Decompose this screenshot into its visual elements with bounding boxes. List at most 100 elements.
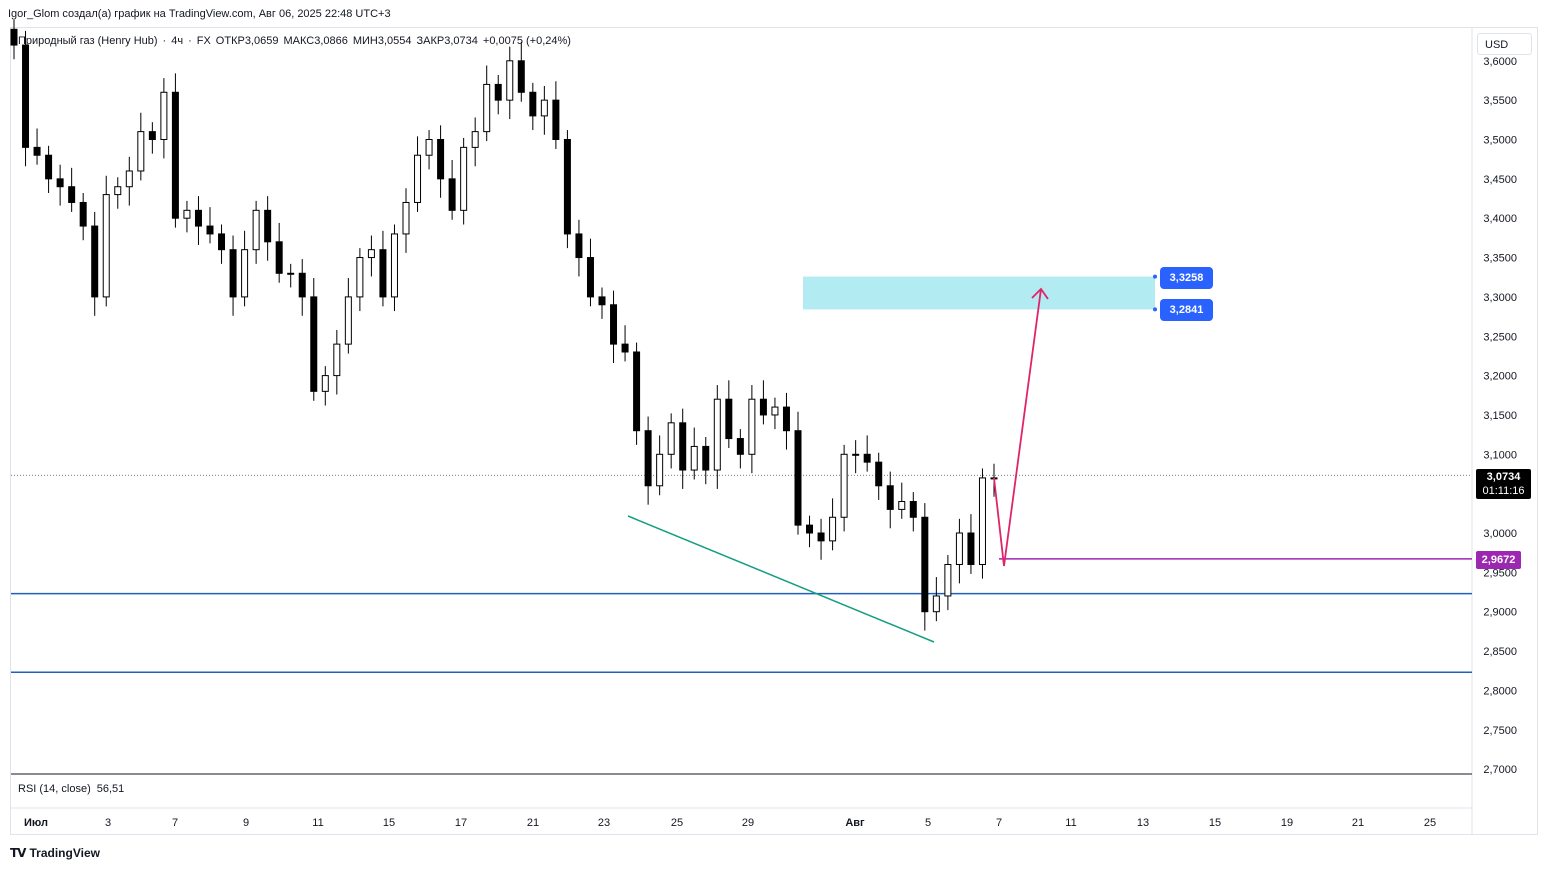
candle-body	[114, 186, 122, 196]
y-tick-label: 2,9500	[1483, 567, 1517, 579]
candle-body	[10, 28, 18, 46]
zone-bottom-price-tag: 3,2841	[1160, 299, 1213, 321]
trend-line[interactable]	[627, 515, 935, 643]
candle-body	[171, 91, 179, 219]
candle-body	[252, 209, 260, 251]
candle-body	[967, 532, 975, 565]
candle-body	[540, 99, 548, 117]
candle-body	[45, 154, 53, 180]
last-price-value: 3,0734	[1486, 471, 1521, 483]
candle-body	[771, 406, 779, 416]
y-tick-label: 3,5000	[1483, 135, 1517, 147]
candle-body	[102, 194, 110, 298]
legend-symbol[interactable]: Природный газ (Henry Hub)	[18, 35, 158, 47]
x-tick-label: 17	[455, 817, 467, 829]
x-tick-label: 7	[172, 817, 178, 829]
candle-body	[91, 225, 99, 298]
candle-body	[321, 375, 329, 392]
tradingview-logo[interactable]: 𝗧𝗩 TradingView	[10, 846, 100, 860]
currency-button[interactable]: USD	[1477, 33, 1532, 55]
x-tick-label: 15	[383, 817, 395, 829]
x-tick-label: 11	[1065, 817, 1076, 829]
candle-body	[344, 296, 352, 345]
y-tick-label: 3,2000	[1483, 371, 1517, 383]
y-tick-label: 2,9000	[1483, 607, 1517, 619]
candle-body	[275, 241, 283, 274]
y-tick-label: 3,5500	[1483, 95, 1517, 107]
candle-body	[806, 524, 814, 534]
x-tick-label: 29	[742, 817, 754, 829]
y-tick-label: 3,4000	[1483, 213, 1517, 225]
candle-body	[633, 351, 641, 432]
candle-body	[229, 249, 237, 298]
candle-body	[598, 296, 606, 306]
candle-body	[586, 257, 594, 298]
x-tick-label: Авг	[845, 817, 865, 829]
rsi-label[interactable]: RSI (14, close)	[18, 783, 91, 795]
x-tick-label: 13	[1137, 817, 1149, 829]
y-tick-label: 3,2500	[1483, 331, 1517, 343]
x-tick-label: 3	[105, 817, 111, 829]
candle-body	[448, 178, 456, 211]
projection-path[interactable]	[993, 288, 1042, 567]
candle-body	[978, 477, 986, 565]
x-tick-label: Июл	[24, 817, 48, 829]
candle-body	[944, 563, 952, 597]
candle-body	[840, 453, 848, 518]
candle-body	[137, 131, 145, 172]
rsi-legend: RSI (14, close) 56,51	[18, 783, 130, 795]
candle-body	[875, 461, 883, 487]
candle-body	[241, 249, 249, 298]
candle-body	[932, 595, 940, 613]
candle-body	[287, 272, 295, 275]
candle-body	[955, 532, 963, 565]
candle-body	[656, 453, 664, 487]
x-tick-label: 25	[1424, 817, 1436, 829]
candle-body	[310, 296, 318, 392]
candle-body	[33, 146, 41, 156]
zone-handle[interactable]	[1153, 307, 1157, 312]
candle-body	[160, 91, 168, 140]
candle-body	[379, 249, 387, 298]
y-tick-label: 3,6000	[1483, 56, 1517, 68]
candle-body	[79, 201, 87, 227]
candle-body	[725, 398, 733, 440]
x-tick-label: 5	[925, 817, 931, 829]
candle-body	[529, 91, 537, 117]
candle-body	[702, 445, 710, 471]
target-zone[interactable]	[803, 276, 1155, 310]
x-tick-label: 21	[1352, 817, 1364, 829]
level-price-tag: 2,9672	[1476, 551, 1521, 569]
candle-body	[886, 485, 894, 510]
y-tick-label: 2,7000	[1483, 764, 1517, 776]
candle-body	[402, 201, 410, 235]
candle-body	[748, 398, 756, 455]
x-tick-label: 23	[598, 817, 610, 829]
candle-body	[794, 430, 802, 526]
candle-body	[183, 209, 191, 219]
y-tick-label: 3,3000	[1483, 292, 1517, 304]
candle-body	[206, 225, 214, 235]
candle-body	[333, 343, 341, 377]
projection-arrowhead	[1031, 287, 1049, 300]
candle-body	[414, 154, 422, 203]
legend-low: МИН3,0554	[352, 35, 412, 47]
candle-body	[713, 398, 721, 471]
y-tick-label: 3,1500	[1483, 410, 1517, 422]
candle-body	[782, 406, 790, 432]
candle-body	[644, 430, 652, 487]
y-tick-label: 2,8500	[1483, 646, 1517, 658]
candle-body	[690, 445, 698, 471]
x-tick-label: 9	[243, 817, 249, 829]
candle-body	[194, 209, 202, 227]
candle-body	[506, 60, 514, 101]
x-tick-label: 11	[312, 817, 323, 829]
candle-body	[759, 398, 767, 416]
candle-body	[56, 178, 64, 188]
legend-interval[interactable]: 4ч	[171, 35, 184, 47]
zone-handle[interactable]	[1153, 274, 1157, 279]
y-tick-label: 3,1000	[1483, 449, 1517, 461]
candle-body	[148, 131, 156, 141]
zone-top-price-tag: 3,3258	[1160, 267, 1213, 289]
